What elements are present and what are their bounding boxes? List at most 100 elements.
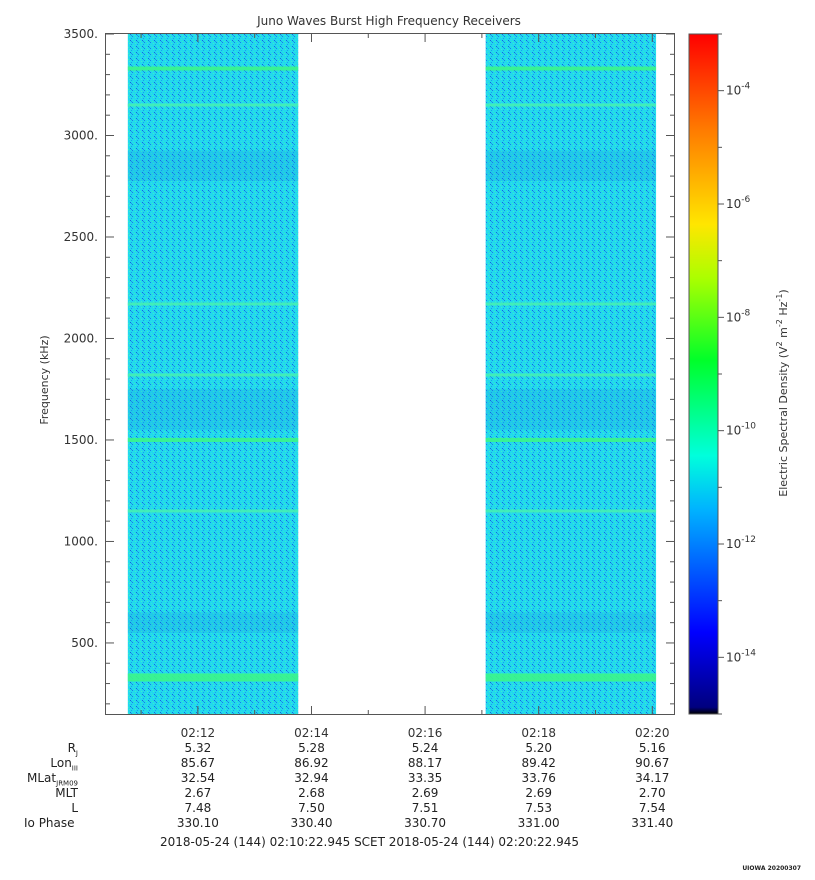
emission-band	[485, 673, 657, 682]
emission-band	[127, 437, 299, 442]
y-axis-ticks: 500. 1000. 1500. 2000. 2500. 3000. 3500.	[64, 27, 674, 705]
colorbar-unit-exp1: 2	[775, 341, 784, 346]
emission-band	[485, 302, 657, 306]
y-tick-label: 500.	[71, 636, 98, 650]
low-intensity-region	[485, 389, 657, 430]
x-tick-label: 02:20	[635, 726, 670, 740]
y-tick-label: 2500.	[64, 230, 98, 244]
y-tick-label: 1500.	[64, 433, 98, 447]
ephemeris-value: 90.67	[635, 756, 670, 770]
ephemeris-value: 32.94	[294, 771, 329, 785]
x-tick-label: 02:18	[521, 726, 556, 740]
chart-title: Juno Waves Burst High Frequency Receiver…	[256, 14, 521, 28]
ephemeris-value: 5.32	[184, 741, 212, 755]
colorbar-tick-base: 10	[726, 650, 741, 664]
ephemeris-row-name: L	[71, 801, 78, 815]
x-tick-label: 02:12	[181, 726, 216, 740]
ephemeris-value: 330.70	[404, 816, 447, 830]
ephemeris-value: 85.67	[180, 756, 216, 770]
ephemeris-row-label: MLT	[7, 786, 78, 800]
ephemeris-value: 7.51	[411, 801, 439, 815]
colorbar-scale	[688, 33, 719, 715]
emission-band	[127, 302, 299, 306]
ephemeris-row-subscript: JRM09	[56, 779, 78, 788]
ephemeris-value: 5.20	[525, 741, 553, 755]
colorbar-tick-label: 10-4	[726, 82, 751, 98]
ephemeris-row-name: MLT	[55, 786, 78, 800]
y-tick-label: 2000.	[64, 331, 98, 345]
ephemeris-row-name: MLat	[27, 771, 57, 785]
emission-band	[485, 373, 657, 377]
y-tick-label: 1000.	[64, 534, 98, 548]
emission-band	[485, 103, 657, 107]
emission-band	[485, 437, 657, 442]
colorbar-unit-exp2: -2	[775, 319, 784, 327]
ephemeris-value: 32.54	[180, 771, 216, 785]
colorbar-label-text: Electric Spectral Density	[777, 361, 790, 496]
ephemeris-value: 2.68	[298, 786, 325, 800]
colorbar-tick-exponent: -14	[741, 648, 756, 658]
footer-mark: UIOWA 20200307	[742, 865, 801, 872]
colorbar-unit-close: )	[777, 289, 790, 293]
ephemeris-value: 7.54	[638, 801, 666, 815]
colorbar-tick-base: 10	[726, 197, 741, 211]
colorbar-tick-base: 10	[726, 310, 741, 324]
ephemeris-value: 7.50	[298, 801, 325, 815]
ephemeris-value: 89.42	[521, 756, 556, 770]
x-axis-ticks: 02:12 02:14 02:16 02:18 02:20	[140, 34, 670, 740]
x-tick-label: 02:14	[294, 726, 329, 740]
colorbar-label: Electric Spectral Density (V2 m-2 Hz-1)	[775, 289, 790, 496]
ephemeris-value: 331.40	[631, 816, 674, 830]
colorbar-tick-exponent: -6	[741, 195, 750, 205]
emission-band	[127, 509, 299, 513]
ephemeris-row-label: Io Phase	[24, 816, 95, 830]
low-intensity-region	[127, 389, 299, 430]
ephemeris-value: 330.40	[290, 816, 333, 830]
colorbar-tick-exponent: -12	[741, 535, 756, 545]
colorbar-unit-exp3: -1	[775, 294, 784, 302]
colorbar-unit-mid: m	[777, 327, 790, 341]
ephemeris-value: 2.67	[184, 786, 212, 800]
colorbar-tick-exponent: -4	[741, 82, 750, 92]
ephemeris-value: 331.00	[517, 816, 560, 830]
ephemeris-value: 5.24	[411, 741, 439, 755]
low-intensity-region	[485, 150, 657, 182]
ephemeris-value: 330.10	[176, 816, 219, 830]
ephemeris-value: 2.70	[638, 786, 666, 800]
ephemeris-row-label: L	[7, 801, 78, 815]
colorbar-tick-label: 10-14	[726, 648, 756, 664]
colorbar-unit-base: V	[777, 346, 790, 354]
ephemeris-value: 88.17	[407, 756, 443, 770]
ephemeris-row-label: MLatJRM09	[7, 771, 78, 787]
colorbar-tick-base: 10	[726, 84, 741, 98]
ephemeris-row-name: Lon	[50, 756, 72, 770]
ephemeris-value: 7.53	[525, 801, 553, 815]
colorbar-unit-hz: Hz	[777, 301, 790, 319]
time-range-footer: 2018-05-24 (144) 02:10:22.945 SCET 2018-…	[160, 835, 580, 849]
ephemeris-value: 34.17	[635, 771, 670, 785]
colorbar-tick-label: 10-12	[726, 535, 756, 551]
ephemeris-row-name: R	[67, 741, 76, 755]
colorbar-tick-label: 10-8	[726, 308, 751, 324]
x-tick-label: 02:16	[408, 726, 443, 740]
ephemeris-row-subscript: III	[71, 764, 78, 773]
y-tick-label: 3500.	[64, 27, 98, 41]
colorbar-tick-label: 10-6	[726, 195, 751, 211]
emission-band	[485, 66, 657, 71]
emission-band	[127, 373, 299, 377]
emission-band	[485, 509, 657, 513]
y-tick-label: 3000.	[64, 128, 98, 142]
y-axis-label: Frequency (kHz)	[38, 335, 51, 424]
ephemeris-value: 2.69	[525, 786, 553, 800]
ephemeris-row-label: RJ	[7, 741, 78, 757]
low-intensity-region	[127, 150, 299, 182]
ephemeris-row-label: LonIII	[7, 756, 78, 772]
ephemeris-value: 2.69	[411, 786, 439, 800]
ephemeris-row-name: Io Phase	[24, 816, 75, 830]
low-intensity-region	[485, 612, 657, 633]
emission-band	[127, 103, 299, 107]
ephemeris-value: 5.28	[298, 741, 325, 755]
